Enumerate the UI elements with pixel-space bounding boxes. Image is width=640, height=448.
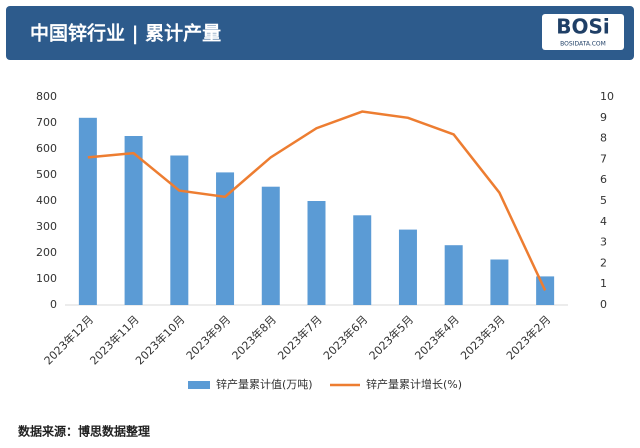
bar [490,259,509,305]
legend-label: 锌产量累计增长(%) [366,377,462,391]
logo-sub: BOSIDATA.COM [560,41,606,48]
bar [124,136,143,305]
x-tick-label: 2023年9月 [183,312,233,362]
bar [353,215,372,305]
logo-box [542,14,624,50]
y2-tick-label: 0 [600,298,607,311]
x-tick-label: 2023年3月 [457,312,507,362]
y-tick-label: 500 [36,168,57,181]
header-bar [6,6,634,60]
y-tick-label: 100 [36,272,57,285]
x-tick-label: 2023年5月 [366,312,416,362]
y2-tick-label: 1 [600,277,607,290]
y2-tick-label: 9 [600,111,607,124]
y2-tick-label: 5 [600,194,607,207]
y-tick-label: 0 [50,298,57,311]
logo: BOSi [556,15,610,39]
y-tick-label: 200 [36,246,57,259]
source: 数据来源：博思数据整理 [18,424,150,439]
bar [536,276,555,305]
x-tick-label: 2023年4月 [412,312,462,362]
bar [307,201,326,305]
x-tick-label: 2023年10月 [132,312,187,367]
y2-tick-label: 4 [600,215,607,228]
y-tick-label: 300 [36,220,57,233]
y-tick-label: 800 [36,90,57,103]
y2-tick-label: 10 [600,90,614,103]
y-tick-label: 600 [36,142,57,155]
chart-title: 中国锌行业 | 累计产量 [30,22,221,45]
y2-tick-label: 8 [600,132,607,145]
bar [216,172,235,305]
legend-label: 锌产量累计值(万吨) [216,377,313,391]
bar [398,229,417,305]
y2-tick-label: 3 [600,236,607,249]
legend-swatch [188,381,210,389]
y-tick-label: 400 [36,194,57,207]
bar [444,245,463,305]
x-tick-label: 2023年2月 [503,312,553,362]
y2-tick-label: 6 [600,173,607,186]
y2-tick-label: 2 [600,256,607,269]
y2-tick-label: 7 [600,152,607,165]
bar [261,186,280,305]
line [87,110,547,291]
x-tick-label: 2023年8月 [229,312,279,362]
x-tick-label: 2023年7月 [275,312,325,362]
bar [78,117,97,305]
y-tick-label: 700 [36,116,57,129]
bar [170,155,189,305]
x-tick-label: 2023年6月 [320,312,370,362]
